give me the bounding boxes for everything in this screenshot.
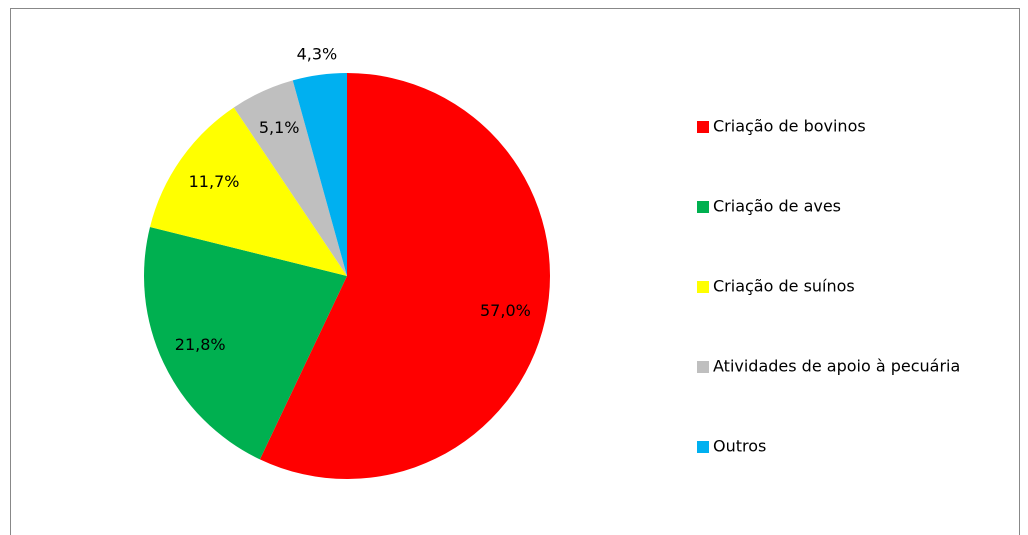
legend-swatch	[697, 361, 709, 373]
data-label: 4,3%	[297, 45, 338, 64]
pie-slice	[292, 73, 347, 276]
data-label: 21,8%	[175, 335, 226, 354]
pie-slice	[149, 107, 347, 276]
pie-slice	[144, 227, 347, 460]
legend-label: Atividades de apoio à pecuária	[713, 357, 960, 376]
data-label: 11,7%	[189, 172, 240, 191]
legend-swatch	[697, 441, 709, 453]
legend-swatch	[697, 281, 709, 293]
pie-slice	[259, 73, 551, 480]
legend-swatch	[697, 201, 709, 213]
data-label: 5,1%	[259, 118, 300, 137]
chart-border	[10, 8, 1020, 535]
legend-label: Outros	[713, 437, 766, 456]
data-label: 57,0%	[480, 301, 531, 320]
pie-slice	[233, 80, 347, 276]
legend-label: Criação de suínos	[713, 277, 855, 296]
legend-label: Criação de bovinos	[713, 117, 866, 136]
legend-label: Criação de aves	[713, 197, 841, 216]
legend-swatch	[697, 121, 709, 133]
